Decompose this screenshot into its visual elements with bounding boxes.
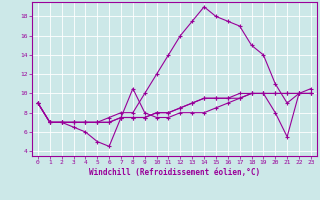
X-axis label: Windchill (Refroidissement éolien,°C): Windchill (Refroidissement éolien,°C)	[89, 168, 260, 177]
